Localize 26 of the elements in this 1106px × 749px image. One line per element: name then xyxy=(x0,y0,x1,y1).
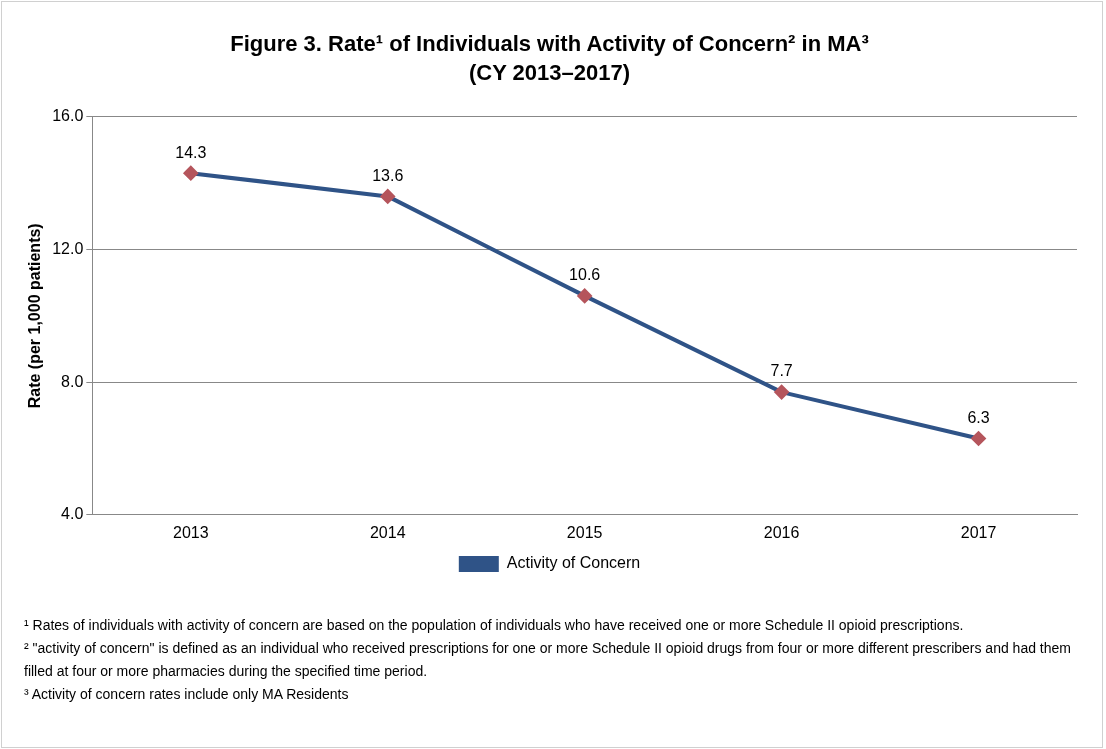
point xyxy=(577,288,592,303)
x-tick-label: 2015 xyxy=(566,523,603,541)
y-tick-label: 12.0 xyxy=(52,239,84,257)
x-tick-label: 2013 xyxy=(173,523,209,541)
x-tick-label: 2017 xyxy=(960,523,997,541)
data-label: 10.6 xyxy=(569,266,601,284)
point xyxy=(774,385,789,400)
chart-subtitle: (CY 2013–2017) xyxy=(468,59,631,85)
x-tick-label: 2014 xyxy=(369,523,406,541)
point xyxy=(971,431,986,446)
data-label: 6.3 xyxy=(967,408,990,426)
y-tick-label: 4.0 xyxy=(61,505,84,523)
point xyxy=(380,189,395,204)
data-label: 7.7 xyxy=(770,362,793,380)
x-tick-label: 2016 xyxy=(763,523,800,541)
point xyxy=(183,166,198,181)
legend-label: Activity of Concern xyxy=(506,554,641,572)
data-label: 13.6 xyxy=(372,166,404,184)
text: ³ Activity of concern rates include only MA Residents xyxy=(24,685,350,704)
y-axis-title: Rate (per 1,000 patients) xyxy=(26,223,44,409)
chart-title: Figure 3. Rate¹ of Individuals with Activity of Concern² in MA³ xyxy=(230,31,869,57)
y-tick-label: 16.0 xyxy=(52,107,84,125)
text: ¹ Rates of individuals with activity of concern are based on the population of individuals who have received one or more Schedule II opioid prescriptions. xyxy=(24,616,965,635)
text: ² "activity of concern" is defined as an individual who received prescriptions for one or more Schedule II opioid drugs from four or more different prescribers and had them filled at four or more pharmacies during the specified time period. xyxy=(24,639,1072,681)
y-tick-label: 8.0 xyxy=(61,372,84,390)
data-label: 14.3 xyxy=(175,143,207,161)
